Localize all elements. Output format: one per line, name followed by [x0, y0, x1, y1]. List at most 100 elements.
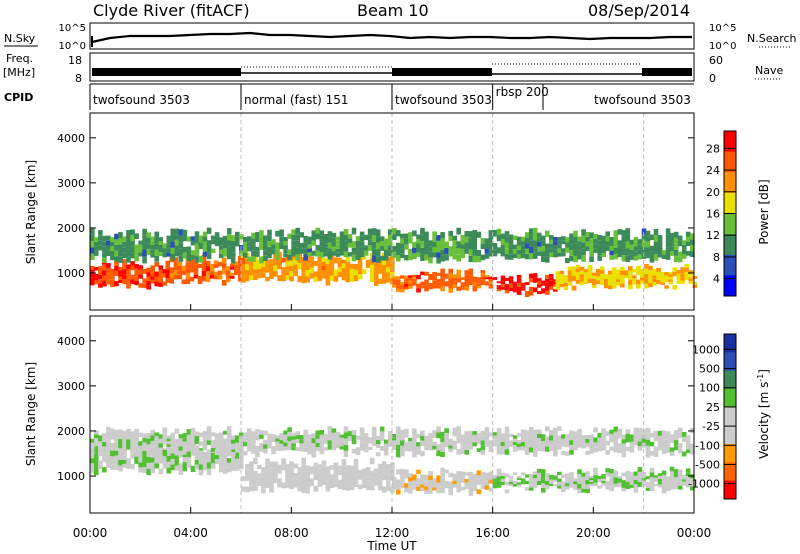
- heatmap-cell: [305, 482, 310, 488]
- heatmap-cell: [193, 271, 199, 275]
- heatmap-cell: [416, 486, 421, 491]
- heatmap-cell: [247, 256, 252, 262]
- heatmap-cell: [456, 286, 461, 291]
- heatmap-cell: [484, 277, 490, 280]
- heatmap-cell: [154, 281, 159, 287]
- heatmap-cell: [464, 270, 470, 275]
- heatmap-cell: [331, 441, 337, 446]
- heatmap-cell: [504, 489, 510, 494]
- heatmap-cell: [206, 435, 212, 441]
- heatmap-cell: [532, 234, 538, 241]
- heatmap-cell: [416, 283, 421, 289]
- colorbar-swatch: [724, 334, 736, 353]
- heatmap-cell: [245, 464, 250, 470]
- heatmap-cell: [589, 482, 594, 484]
- heatmap-cell: [275, 435, 280, 439]
- heatmap-cell: [460, 450, 466, 454]
- heatmap-cell: [197, 264, 203, 268]
- heatmap-cell: [637, 437, 643, 442]
- heatmap-cell: [476, 432, 482, 437]
- heatmap-cell: [613, 247, 619, 254]
- colorbar-swatch: [724, 234, 736, 256]
- heatmap-cell: [134, 244, 139, 251]
- heatmap-cell: [613, 480, 619, 484]
- heatmap-cell: [681, 436, 687, 442]
- heatmap-cell: [363, 442, 369, 448]
- heatmap-cell: [581, 235, 586, 243]
- heatmap-cell: [557, 471, 562, 476]
- heatmap-cell: [549, 239, 554, 244]
- heatmap-cell: [549, 274, 554, 278]
- heatmap-cell: [158, 468, 164, 475]
- heatmap-cell: [621, 439, 627, 444]
- colorbar-tick-label: -25: [702, 420, 720, 433]
- heatmap-cell: [337, 272, 343, 277]
- heatmap-cell: [633, 251, 639, 256]
- heatmap-cell: [583, 281, 589, 284]
- heatmap-cell: [684, 275, 689, 280]
- heatmap-cell: [118, 232, 123, 239]
- heatmap-cell: [329, 275, 335, 281]
- heatmap-cell: [311, 250, 317, 256]
- heatmap-cell: [193, 264, 199, 268]
- heatmap-cell: [537, 429, 542, 434]
- heatmap-cell: [243, 247, 248, 253]
- heatmap-cell: [424, 231, 429, 238]
- heatmap-cell: [331, 246, 337, 252]
- heatmap-cell: [589, 484, 594, 486]
- colorbar-tick-label: 24: [706, 164, 720, 177]
- heatmap-cell: [321, 270, 327, 275]
- heatmap-cell: [629, 249, 635, 255]
- heatmap-cell: [472, 438, 478, 443]
- heatmap-cell: [528, 240, 534, 247]
- heatmap-cell: [609, 433, 614, 439]
- heatmap-cell: [537, 476, 542, 481]
- heatmap-cell: [685, 472, 691, 476]
- heatmap-cell: [656, 267, 661, 272]
- heatmap-cell: [685, 446, 691, 450]
- heatmap-cell: [333, 257, 339, 264]
- heatmap-cell: [656, 279, 661, 284]
- heatmap-cell: [436, 444, 441, 451]
- heatmap-cell: [504, 473, 510, 478]
- heatmap-cell: [222, 248, 228, 253]
- heatmap-cell: [235, 435, 240, 439]
- heatmap-cell: [553, 479, 558, 482]
- heatmap-cell: [375, 256, 381, 263]
- heatmap-cell: [329, 260, 335, 266]
- heatmap-cell: [259, 256, 264, 264]
- heatmap-cell: [122, 247, 127, 253]
- heatmap-cell: [645, 488, 651, 491]
- heatmap-cell: [545, 485, 550, 490]
- heatmap-cell: [460, 282, 466, 285]
- heatmap-cell: [416, 442, 421, 447]
- heatmap-cell: [154, 276, 159, 282]
- heatmap-cell: [528, 442, 534, 448]
- heatmap-cell: [496, 285, 502, 288]
- heatmap-cell: [456, 488, 461, 493]
- heatmap-cell: [303, 447, 308, 452]
- heatmap-cell: [553, 245, 558, 250]
- heatmap-cell: [218, 436, 224, 441]
- heatmap-cell: [605, 231, 610, 237]
- heatmap-cell: [251, 440, 256, 445]
- heatmap-cell: [472, 282, 478, 286]
- velocity-ylabel: Slant Range [km]: [24, 362, 38, 466]
- heatmap-cell: [573, 255, 578, 263]
- heatmap-cell: [299, 242, 304, 249]
- heatmap-cell: [335, 431, 341, 436]
- heatmap-cell: [601, 478, 606, 481]
- heatmap-cell: [577, 469, 582, 475]
- heatmap-cell: [641, 480, 647, 484]
- heatmap-cell: [585, 480, 590, 485]
- y-tick-label: 4000: [57, 335, 85, 348]
- heatmap-cell: [285, 261, 290, 267]
- heatmap-cell: [624, 272, 629, 276]
- heatmap-cell: [205, 260, 211, 267]
- heatmap-cell: [597, 479, 602, 483]
- heatmap-cell: [404, 283, 409, 287]
- heatmap-cell: [146, 469, 151, 476]
- heatmap-cell: [569, 475, 574, 479]
- heatmap-cell: [416, 433, 421, 439]
- heatmap-cell: [291, 439, 296, 444]
